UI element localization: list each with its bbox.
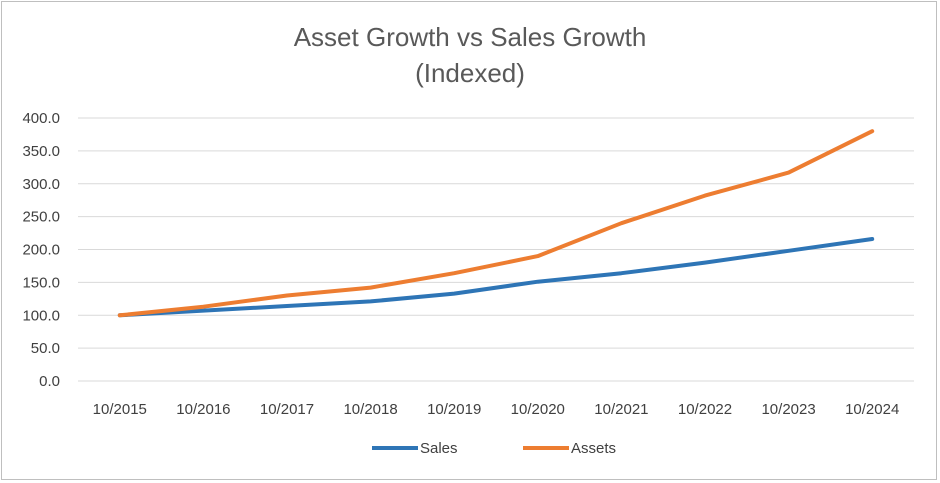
y-tick-label: 0.0 (39, 373, 60, 390)
x-tick-label: 10/2018 (343, 401, 397, 418)
legend-label-assets: Assets (571, 440, 616, 457)
series-line-assets (117, 129, 875, 318)
x-tick-label: 10/2015 (93, 401, 147, 418)
x-tick-label: 10/2022 (678, 401, 732, 418)
x-tick-label: 10/2024 (845, 401, 899, 418)
y-tick-label: 300.0 (22, 176, 60, 193)
legend-label-sales: Sales (420, 440, 458, 457)
x-tick-label: 10/2016 (176, 401, 230, 418)
x-axis-ticks: 10/2015 10/2016 10/2017 10/2018 10/2019 10/20… (93, 401, 900, 418)
x-tick-label: 10/2023 (761, 401, 815, 418)
x-tick-label: 10/2017 (260, 401, 314, 418)
y-tick-label: 100.0 (22, 307, 60, 324)
chart-subtitle: (Indexed) (415, 58, 525, 88)
x-tick-label: 10/2020 (511, 401, 565, 418)
chart-title: Asset Growth vs Sales Growth (294, 22, 647, 52)
legend: Sales Assets (372, 440, 616, 457)
x-tick-label: 10/2019 (427, 401, 481, 418)
y-axis-ticks: 0.0 50.0 100.0 150.0 200.0 250.0 300.0 350.0 400… (22, 110, 60, 390)
gridlines (78, 117, 914, 382)
x-tick-label: 10/2021 (594, 401, 648, 418)
y-tick-label: 50.0 (31, 340, 60, 357)
series-line-sales (117, 237, 875, 318)
y-tick-label: 400.0 (22, 110, 60, 127)
y-tick-label: 200.0 (22, 242, 60, 259)
y-tick-label: 250.0 (22, 209, 60, 226)
series-lines (117, 129, 875, 318)
y-tick-label: 350.0 (22, 143, 60, 160)
y-tick-label: 150.0 (22, 274, 60, 291)
